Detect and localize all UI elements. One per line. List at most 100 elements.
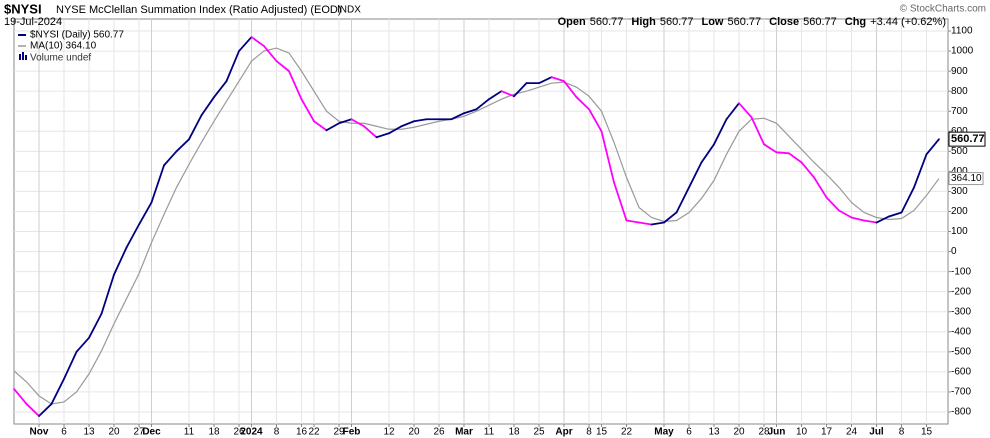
nysi-segment — [638, 221, 653, 226]
nysi-segment — [875, 215, 890, 224]
nysi-segment — [463, 108, 478, 115]
nysi-segment — [138, 201, 153, 226]
quote-label: Close — [769, 16, 799, 28]
nysi-segment — [500, 90, 515, 98]
nysi-segment — [300, 98, 315, 123]
nysi-segment — [900, 186, 915, 214]
y-tick-label: 1100 — [951, 26, 973, 37]
nysi-segment — [538, 76, 553, 85]
nysi-segment — [850, 216, 865, 222]
nysi-segment — [400, 120, 415, 128]
x-tick-label: 16 — [296, 427, 308, 438]
nysi-segment — [63, 350, 78, 380]
x-tick-label: 2024 — [240, 427, 263, 438]
y-tick-label: 800 — [951, 86, 968, 97]
x-tick-label: May — [654, 427, 674, 438]
nysi-segment — [688, 161, 703, 189]
volume-icon — [25, 55, 27, 60]
x-tick-label: 27 — [133, 427, 145, 438]
x-tick-label: 8 — [899, 427, 905, 438]
quote-value: +3.44 (+0.62%) — [870, 16, 946, 28]
y-tick-label: -800 — [951, 407, 971, 418]
nysi-segment — [713, 118, 728, 146]
nysi-segment — [38, 403, 53, 417]
nysi-segment — [625, 219, 640, 224]
x-tick-label: Jul — [869, 427, 884, 438]
y-tick-label: 100 — [951, 226, 968, 237]
x-tick-label: 13 — [83, 427, 95, 438]
nysi-segment — [663, 211, 678, 224]
nysi-segment — [675, 186, 690, 214]
x-tick-label: 12 — [383, 427, 395, 438]
nysi-segment — [25, 403, 40, 417]
nysi-segment — [350, 118, 365, 128]
nysi-segment — [888, 211, 903, 218]
quote-value: 560.77 — [660, 16, 694, 28]
y-tick-label: 900 — [951, 66, 968, 77]
nysi-segment — [125, 223, 140, 249]
x-tick-label: 6 — [686, 427, 692, 438]
y-tick-label: 700 — [951, 106, 968, 117]
nysi-segment — [650, 221, 665, 226]
nysi-segment — [700, 143, 715, 164]
nysi-segment — [188, 114, 203, 141]
nysi-segment — [588, 108, 603, 133]
y-tick-label: -700 — [951, 387, 971, 398]
quote-label: Low — [701, 16, 723, 28]
date: 19-Jul-2024 — [4, 16, 62, 28]
x-tick-label: Nov — [30, 427, 49, 438]
nysi-segment — [313, 120, 328, 132]
nysi-segment — [488, 90, 503, 101]
volume-note: Volume undef — [30, 53, 91, 64]
x-tick-label: 22 — [621, 427, 633, 438]
nysi-segment — [750, 116, 765, 146]
nysi-segment — [775, 151, 790, 155]
grid — [14, 19, 948, 424]
x-tick-label: 28 — [758, 427, 770, 438]
y-tick-label: 200 — [951, 206, 968, 217]
x-tick-label: Feb — [343, 427, 361, 438]
nysi-segment — [238, 36, 253, 52]
x-tick-label: 10 — [796, 427, 808, 438]
nysi-segment — [725, 102, 740, 121]
quote-label: Open — [558, 16, 586, 28]
nysi-segment — [575, 96, 590, 111]
nysi-segment — [863, 219, 878, 224]
x-tick-label: 13 — [708, 427, 720, 438]
nysi-segment — [800, 161, 815, 179]
plot-frame — [13, 18, 949, 425]
nysi-segment — [375, 132, 390, 139]
x-tick-label: 29 — [333, 427, 345, 438]
x-tick-label: 22 — [308, 427, 320, 438]
x-tick-label: 18 — [508, 427, 520, 438]
quote-label: Chg — [845, 16, 866, 28]
y-tick-label: -500 — [951, 346, 971, 357]
nysi-segment — [450, 112, 465, 121]
nysi-segment — [813, 176, 828, 199]
volume-icon — [22, 52, 24, 60]
chart-title: NYSE McClellan Summation Index (Ratio Ad… — [56, 4, 342, 16]
nysi-segment — [150, 164, 165, 204]
exchange: INDX — [337, 5, 361, 16]
nysi-segment — [75, 336, 90, 353]
x-tick-label: Apr — [555, 427, 572, 438]
nysi-segment — [175, 138, 190, 153]
y-tick-label: 300 — [951, 186, 968, 197]
nysi-segment — [113, 246, 128, 276]
y-tick-label: -100 — [951, 266, 971, 277]
nysi-segment — [225, 50, 240, 83]
x-tick-label: 11 — [184, 427, 195, 438]
nysi-segment — [325, 122, 340, 132]
nysi-segment — [50, 377, 65, 405]
nysi-segment — [563, 80, 578, 99]
nysi-segment — [288, 70, 303, 101]
y-tick-label: -600 — [951, 367, 971, 378]
last-value-label: 560.77 — [951, 133, 985, 145]
legend-label: $NYSI (Daily) 560.77 — [30, 30, 124, 41]
symbol: $NYSI — [4, 1, 42, 16]
x-tick-label: 6 — [61, 427, 67, 438]
y-tick-label: -400 — [951, 326, 971, 337]
x-tick-label: 8 — [586, 427, 592, 438]
nysi-segment — [388, 125, 403, 135]
